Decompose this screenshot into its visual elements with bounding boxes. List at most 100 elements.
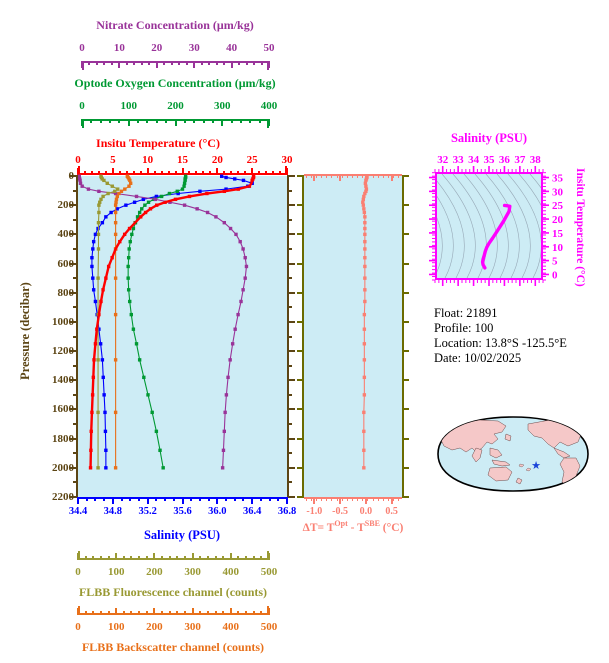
pressure-tick-label: 1400: [52, 374, 74, 387]
profile-marker: [113, 220, 118, 225]
profile-marker: [104, 448, 108, 453]
delta-t-minor-tick: [315, 174, 317, 178]
map-newzealand: [515, 477, 523, 485]
axis-backscatter-title: FLBB Backscatter channel (counts): [81, 640, 265, 654]
pressure-major-tick: [70, 204, 78, 207]
delta-t-curve: [361, 174, 369, 470]
delta-t-minor-tick: [357, 497, 359, 501]
profile-marker: [132, 200, 137, 204]
profile-line: [91, 175, 254, 468]
pressure-right-tick: [287, 175, 295, 177]
axis-nitrate: Nitrate Concentration (μm/kg) 0 10 20 30 40 5…: [79, 18, 275, 70]
axis-oxygen-title: Optode Oxygen Concentration (μm/kg): [74, 76, 276, 90]
profile-marker: [91, 247, 95, 251]
main-profile-curves: [77, 174, 256, 470]
salinity-tick-label: 34.4: [68, 506, 88, 517]
profile-marker: [96, 466, 100, 470]
delta-t-pressure-tick: [402, 291, 409, 294]
axis-temperature: Insitu Temperature (°C) 0 5 10 15 20 25 30: [75, 136, 293, 175]
axis-tick-label: 0: [79, 42, 85, 54]
profile-marker: [113, 466, 118, 470]
delta-t-plot[interactable]: -1.0 -0.5 0.0 0.5: [297, 174, 409, 517]
axis-minor-tick: [161, 556, 164, 560]
pressure-right-tick: [287, 408, 295, 411]
profile-marker: [363, 264, 367, 269]
salinity-tick-label: 34.8: [103, 506, 123, 517]
axis-tick-label: 300: [184, 621, 201, 633]
pressure-major-tick: [70, 175, 78, 177]
main-profile-plot[interactable]: 0 200 400 600 800 1000 1200 1400 1600 1800 2000 220…: [52, 170, 296, 517]
profile-marker: [363, 256, 367, 260]
profile-marker: [234, 232, 238, 237]
pressure-minor-tick: [73, 364, 78, 367]
ts-diagram[interactable]: [435, 172, 543, 280]
axis-minor-tick: [183, 119, 186, 123]
delta-t-tick-label: 0.0: [359, 506, 373, 517]
profile-marker: [78, 178, 82, 183]
profile-marker: [140, 207, 144, 211]
delta-t-minor-tick: [352, 174, 353, 178]
delta-t-pressure-tick: [402, 320, 409, 323]
pressure-major-tick: [70, 437, 78, 440]
profile-marker: [154, 429, 159, 434]
profile-line: [362, 176, 368, 468]
delta-t-minor-tick: [321, 497, 323, 501]
profile-marker: [128, 178, 132, 183]
profile-marker: [244, 264, 249, 269]
profile-marker: [361, 200, 365, 204]
axis-minor-tick: [118, 171, 121, 175]
axis-minor-tick: [139, 171, 142, 175]
pressure-major-tick: [70, 320, 78, 323]
metadata-location-label: Location:: [434, 336, 482, 350]
profile-marker: [102, 393, 106, 397]
salinity-tick-label: 36.8: [277, 506, 297, 517]
axis-minor-tick: [109, 119, 112, 123]
delta-t-minor-tick: [388, 174, 390, 178]
profile-marker: [239, 299, 243, 304]
axis-minor-tick: [161, 611, 164, 615]
pressure-minor-tick: [287, 364, 292, 367]
map-australia: [487, 466, 513, 482]
axis-minor-tick: [202, 171, 205, 175]
delta-t-tick-label: -0.5: [332, 506, 349, 517]
profile-marker: [362, 466, 366, 470]
pressure-tick-label: 0: [68, 170, 75, 182]
axis-minor-tick: [252, 556, 255, 560]
salinity-major-tick: [181, 497, 184, 504]
pressure-right-tick: [287, 204, 295, 207]
profile-marker: [167, 191, 172, 196]
ts-diagram-curve: [437, 174, 541, 278]
salinity-major-tick: [111, 497, 114, 504]
axis-minor-tick: [260, 611, 263, 615]
profile-marker: [363, 181, 368, 185]
salinity-minor-tick: [85, 497, 88, 501]
salinity-minor-tick: [207, 497, 210, 501]
axis-minor-tick: [209, 171, 212, 175]
axis-minor-tick: [265, 171, 268, 175]
axis-baseline: [78, 613, 269, 615]
pressure-minor-tick: [287, 218, 292, 221]
profile-marker: [141, 197, 146, 202]
metadata-profile-label: Profile:: [434, 321, 472, 335]
world-map[interactable]: ★: [432, 408, 594, 500]
profile-marker: [113, 276, 118, 280]
salinity-minor-tick: [94, 497, 97, 501]
delta-t-minor-tick: [393, 497, 395, 501]
map-india: [471, 447, 483, 463]
delta-t-minor-tick: [398, 174, 400, 178]
axis-end-cap: [82, 61, 84, 70]
profile-marker: [224, 393, 229, 397]
delta-t-pressure-tick: [402, 233, 409, 236]
axis-tick-label: 40: [226, 42, 238, 54]
profile-marker: [363, 191, 367, 196]
axis-end-cap: [78, 551, 80, 560]
profile-marker: [176, 191, 180, 196]
delta-t-pressure-tick: [297, 496, 304, 498]
profile-marker: [131, 327, 136, 331]
metadata-location-value: 13.8°S -125.5°E: [485, 336, 567, 350]
salinity-minor-tick: [268, 497, 271, 501]
profile-marker: [131, 226, 136, 231]
profile-marker: [195, 207, 199, 211]
ts-salinity-tick-label: 36: [499, 154, 511, 166]
metadata-date-label: Date:: [434, 351, 462, 365]
